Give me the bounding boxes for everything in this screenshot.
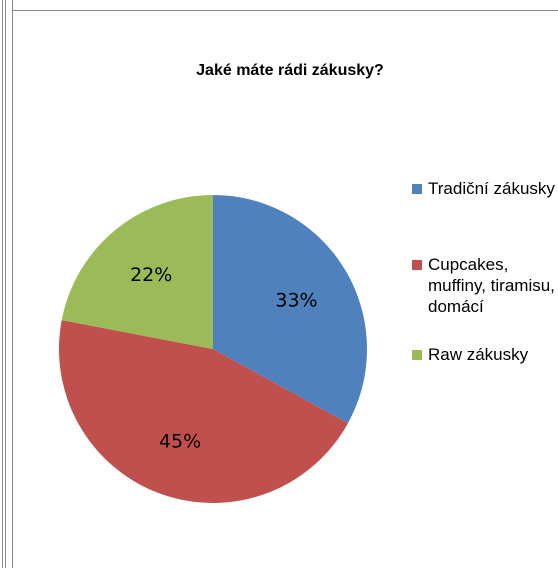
legend: Tradiční zákusky Cupcakes, muffiny, tira… (412, 178, 558, 365)
pie-data-labels: 33% 45% 22% (130, 264, 318, 452)
legend-swatch (412, 350, 422, 360)
legend-swatch (412, 184, 422, 194)
legend-item-cupcakes: Cupcakes, muffiny, tiramisu, domácí (412, 254, 558, 338)
pie-slices (59, 195, 367, 503)
legend-label: Raw zákusky (428, 345, 529, 364)
pie-slice (59, 320, 348, 503)
chart-title: Jaké máte rádi zákusky? (196, 62, 384, 79)
frame-line (5, 0, 6, 568)
legend-item-tradicni: Tradiční zákusky (412, 178, 558, 226)
legend-item-raw: Raw zákusky (412, 344, 558, 365)
data-label: 33% (275, 290, 317, 312)
pie-slice (213, 195, 367, 424)
legend-label: Tradiční zákusky (428, 179, 555, 198)
chart-border-top (12, 10, 558, 11)
data-label: 45% (159, 430, 201, 452)
data-label: 22% (130, 264, 172, 286)
legend-label: Cupcakes, muffiny, tiramisu, domácí (428, 255, 555, 316)
chart-border-left (12, 0, 13, 568)
legend-swatch (412, 260, 422, 270)
frame-line (2, 0, 3, 568)
page-margin (0, 0, 12, 568)
pie-slice (61, 195, 214, 349)
